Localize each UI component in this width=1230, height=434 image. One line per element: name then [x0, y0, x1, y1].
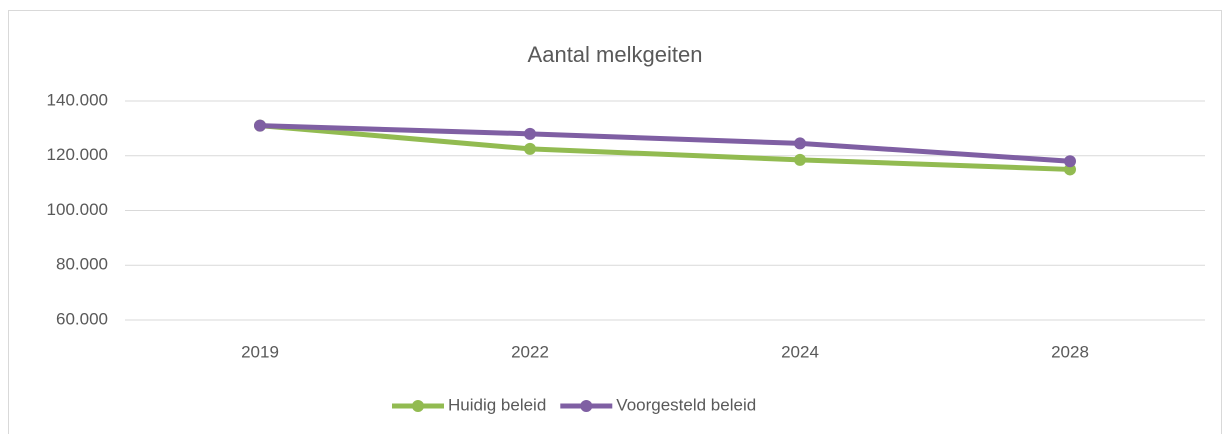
legend-marker: [580, 400, 593, 412]
point: [794, 153, 806, 166]
x-tick-label: 2022: [511, 342, 549, 361]
point: [1064, 155, 1076, 168]
y-tick-label: 60.000: [56, 309, 108, 328]
x-tick-label: 2019: [241, 342, 279, 361]
legend-label: Huidig beleid: [448, 395, 546, 414]
point: [254, 119, 266, 132]
point: [794, 137, 806, 150]
legend-marker: [412, 400, 424, 412]
series-line: [259, 123, 1071, 172]
y-tick-label: 140.000: [47, 90, 108, 109]
point: [524, 127, 536, 140]
chart-title: Aantal melkgeiten: [528, 42, 703, 67]
point: [524, 142, 536, 155]
x-tick-label: 2024: [781, 342, 819, 361]
series-line: [259, 123, 1071, 164]
x-tick-label: 2028: [1051, 342, 1089, 361]
y-tick-label: 100.000: [47, 200, 108, 219]
legend-label: Voorgesteld beleid: [616, 395, 756, 414]
point: [1064, 163, 1076, 176]
y-tick-label: 120.000: [47, 145, 108, 164]
y-tick-label: 80.000: [56, 255, 108, 274]
chart-frame: [8, 10, 1222, 434]
